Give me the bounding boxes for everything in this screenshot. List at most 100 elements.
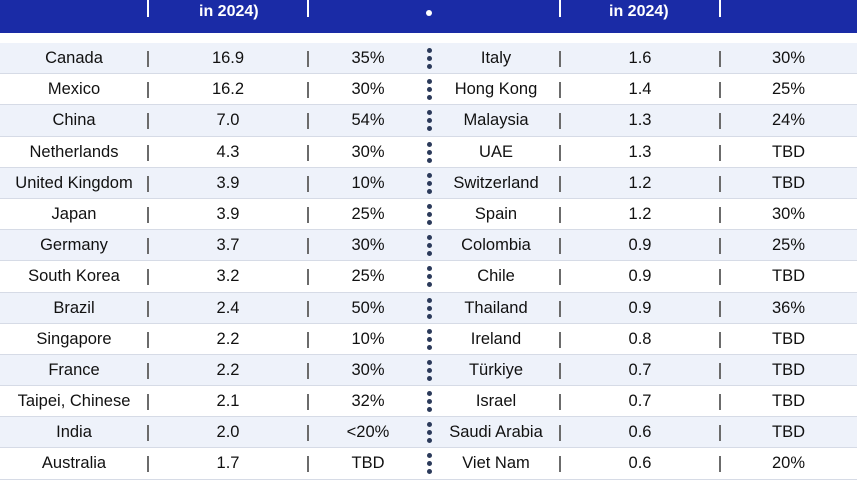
separator-dot [426, 297, 432, 303]
left-rate-cell: 30% [351, 142, 385, 161]
column-divider [559, 456, 561, 473]
column-divider [719, 113, 721, 130]
right-rate-cell: TBD [772, 392, 805, 411]
dotted-separator [426, 45, 432, 73]
separator-dot [426, 438, 432, 444]
separator-dot [426, 188, 432, 194]
separator-dot [426, 141, 432, 147]
right-country-cell: Colombia [461, 236, 531, 255]
table-row: Netherlands 4.3 30% UAE 1.3 TBD [0, 136, 857, 168]
right-country-cell: Hong Kong [454, 80, 538, 99]
separator-dot [426, 48, 432, 53]
column-divider [307, 144, 309, 161]
header-divider [559, 0, 561, 17]
separator-dot [426, 87, 432, 93]
header-dot-separator [426, 10, 432, 16]
column-divider [307, 206, 309, 223]
column-divider [307, 331, 309, 348]
dotted-separator [426, 295, 432, 323]
column-divider [559, 144, 561, 161]
column-divider [147, 238, 149, 255]
dotted-separator [426, 357, 432, 385]
left-value-cell: 2.0 [216, 423, 240, 442]
dotted-separator [426, 201, 432, 229]
table-row: Taipei, Chinese 2.1 32% Israel 0.7 TBD [0, 386, 857, 418]
left-country-cell: South Korea [28, 267, 120, 286]
column-divider [307, 113, 309, 130]
separator-dot [426, 251, 432, 257]
left-rate-cell: TBD [351, 454, 385, 473]
right-rate-cell: 25% [771, 80, 806, 99]
left-rate-cell: 25% [351, 204, 385, 223]
left-country-cell: Singapore [36, 329, 112, 348]
separator-dot [426, 64, 432, 69]
right-rate-cell: 30% [771, 204, 806, 223]
right-value-cell: 1.3 [628, 142, 652, 161]
column-divider [719, 175, 721, 192]
left-country-cell: Australia [41, 454, 107, 473]
left-value-cell: 2.1 [216, 392, 240, 411]
right-value-cell: 1.2 [628, 173, 652, 192]
left-country-cell: Mexico [47, 80, 101, 99]
left-rate-cell: 25% [351, 267, 385, 286]
table-row: South Korea 3.2 25% Chile 0.9 TBD [0, 261, 857, 293]
table-row: France 2.2 30% Türkiye 0.7 TBD [0, 354, 857, 387]
right-rate-cell: 24% [771, 111, 806, 130]
separator-dot [426, 461, 432, 467]
column-divider [559, 362, 561, 379]
column-divider [719, 206, 721, 223]
table-row: Mexico 16.2 30% Hong Kong 1.4 25% [0, 74, 857, 106]
separator-dot [426, 282, 432, 288]
right-country-cell: Saudi Arabia [449, 423, 543, 442]
left-value-cell: 2.2 [216, 360, 240, 379]
left-value-cell: 16.9 [211, 49, 245, 67]
left-value-cell: 3.9 [216, 173, 240, 192]
table-row: Germany 3.7 30% Colombia 0.9 25% [0, 230, 857, 262]
left-value-cell: 3.2 [216, 267, 240, 286]
right-value-cell: 1.3 [628, 111, 652, 130]
table-row: Brazil 2.4 50% Thailand 0.9 36% [0, 292, 857, 324]
separator-dot [426, 313, 432, 319]
separator-dot [426, 344, 432, 350]
separator-dot [426, 149, 432, 155]
left-country-cell: France [48, 360, 100, 379]
column-divider [559, 269, 561, 286]
separator-dot [426, 328, 432, 334]
left-value-cell: 1.7 [216, 454, 240, 473]
column-divider [307, 269, 309, 286]
table-row: Singapore 2.2 10% Ireland 0.8 TBD [0, 323, 857, 355]
dotted-separator [426, 263, 432, 291]
right-country-cell: Türkiye [468, 360, 524, 379]
dotted-separator [426, 232, 432, 260]
column-divider [719, 238, 721, 255]
right-country-cell: Viet Nam [462, 454, 530, 473]
right-rate-cell: 36% [771, 298, 806, 317]
separator-dot [426, 430, 432, 436]
dotted-separator [426, 107, 432, 135]
column-divider [559, 238, 561, 255]
header-divider [307, 0, 309, 17]
left-value-cell: 16.2 [211, 80, 245, 99]
right-country-cell: UAE [479, 142, 513, 161]
separator-dot [426, 375, 432, 381]
column-divider [307, 175, 309, 192]
left-value-cell: 2.2 [216, 329, 240, 348]
right-rate-cell: TBD [772, 423, 805, 442]
right-value-cell: 1.2 [628, 204, 652, 223]
left-value-cell: 3.7 [216, 236, 240, 255]
column-divider [559, 175, 561, 192]
separator-dot [426, 407, 432, 413]
dotted-separator [426, 450, 432, 478]
column-divider [147, 456, 149, 473]
right-rate-cell: 20% [771, 454, 806, 473]
left-value-cell: 7.0 [216, 111, 240, 130]
right-value-cell: 0.7 [628, 392, 652, 411]
separator-dot [426, 243, 432, 249]
right-value-cell: 0.6 [628, 423, 652, 442]
column-divider [147, 51, 149, 67]
separator-dot [426, 110, 432, 116]
separator-dot [426, 469, 432, 475]
right-rate-cell: TBD [772, 267, 805, 286]
right-value-cell: 0.9 [628, 236, 652, 255]
dotted-separator [426, 139, 432, 167]
